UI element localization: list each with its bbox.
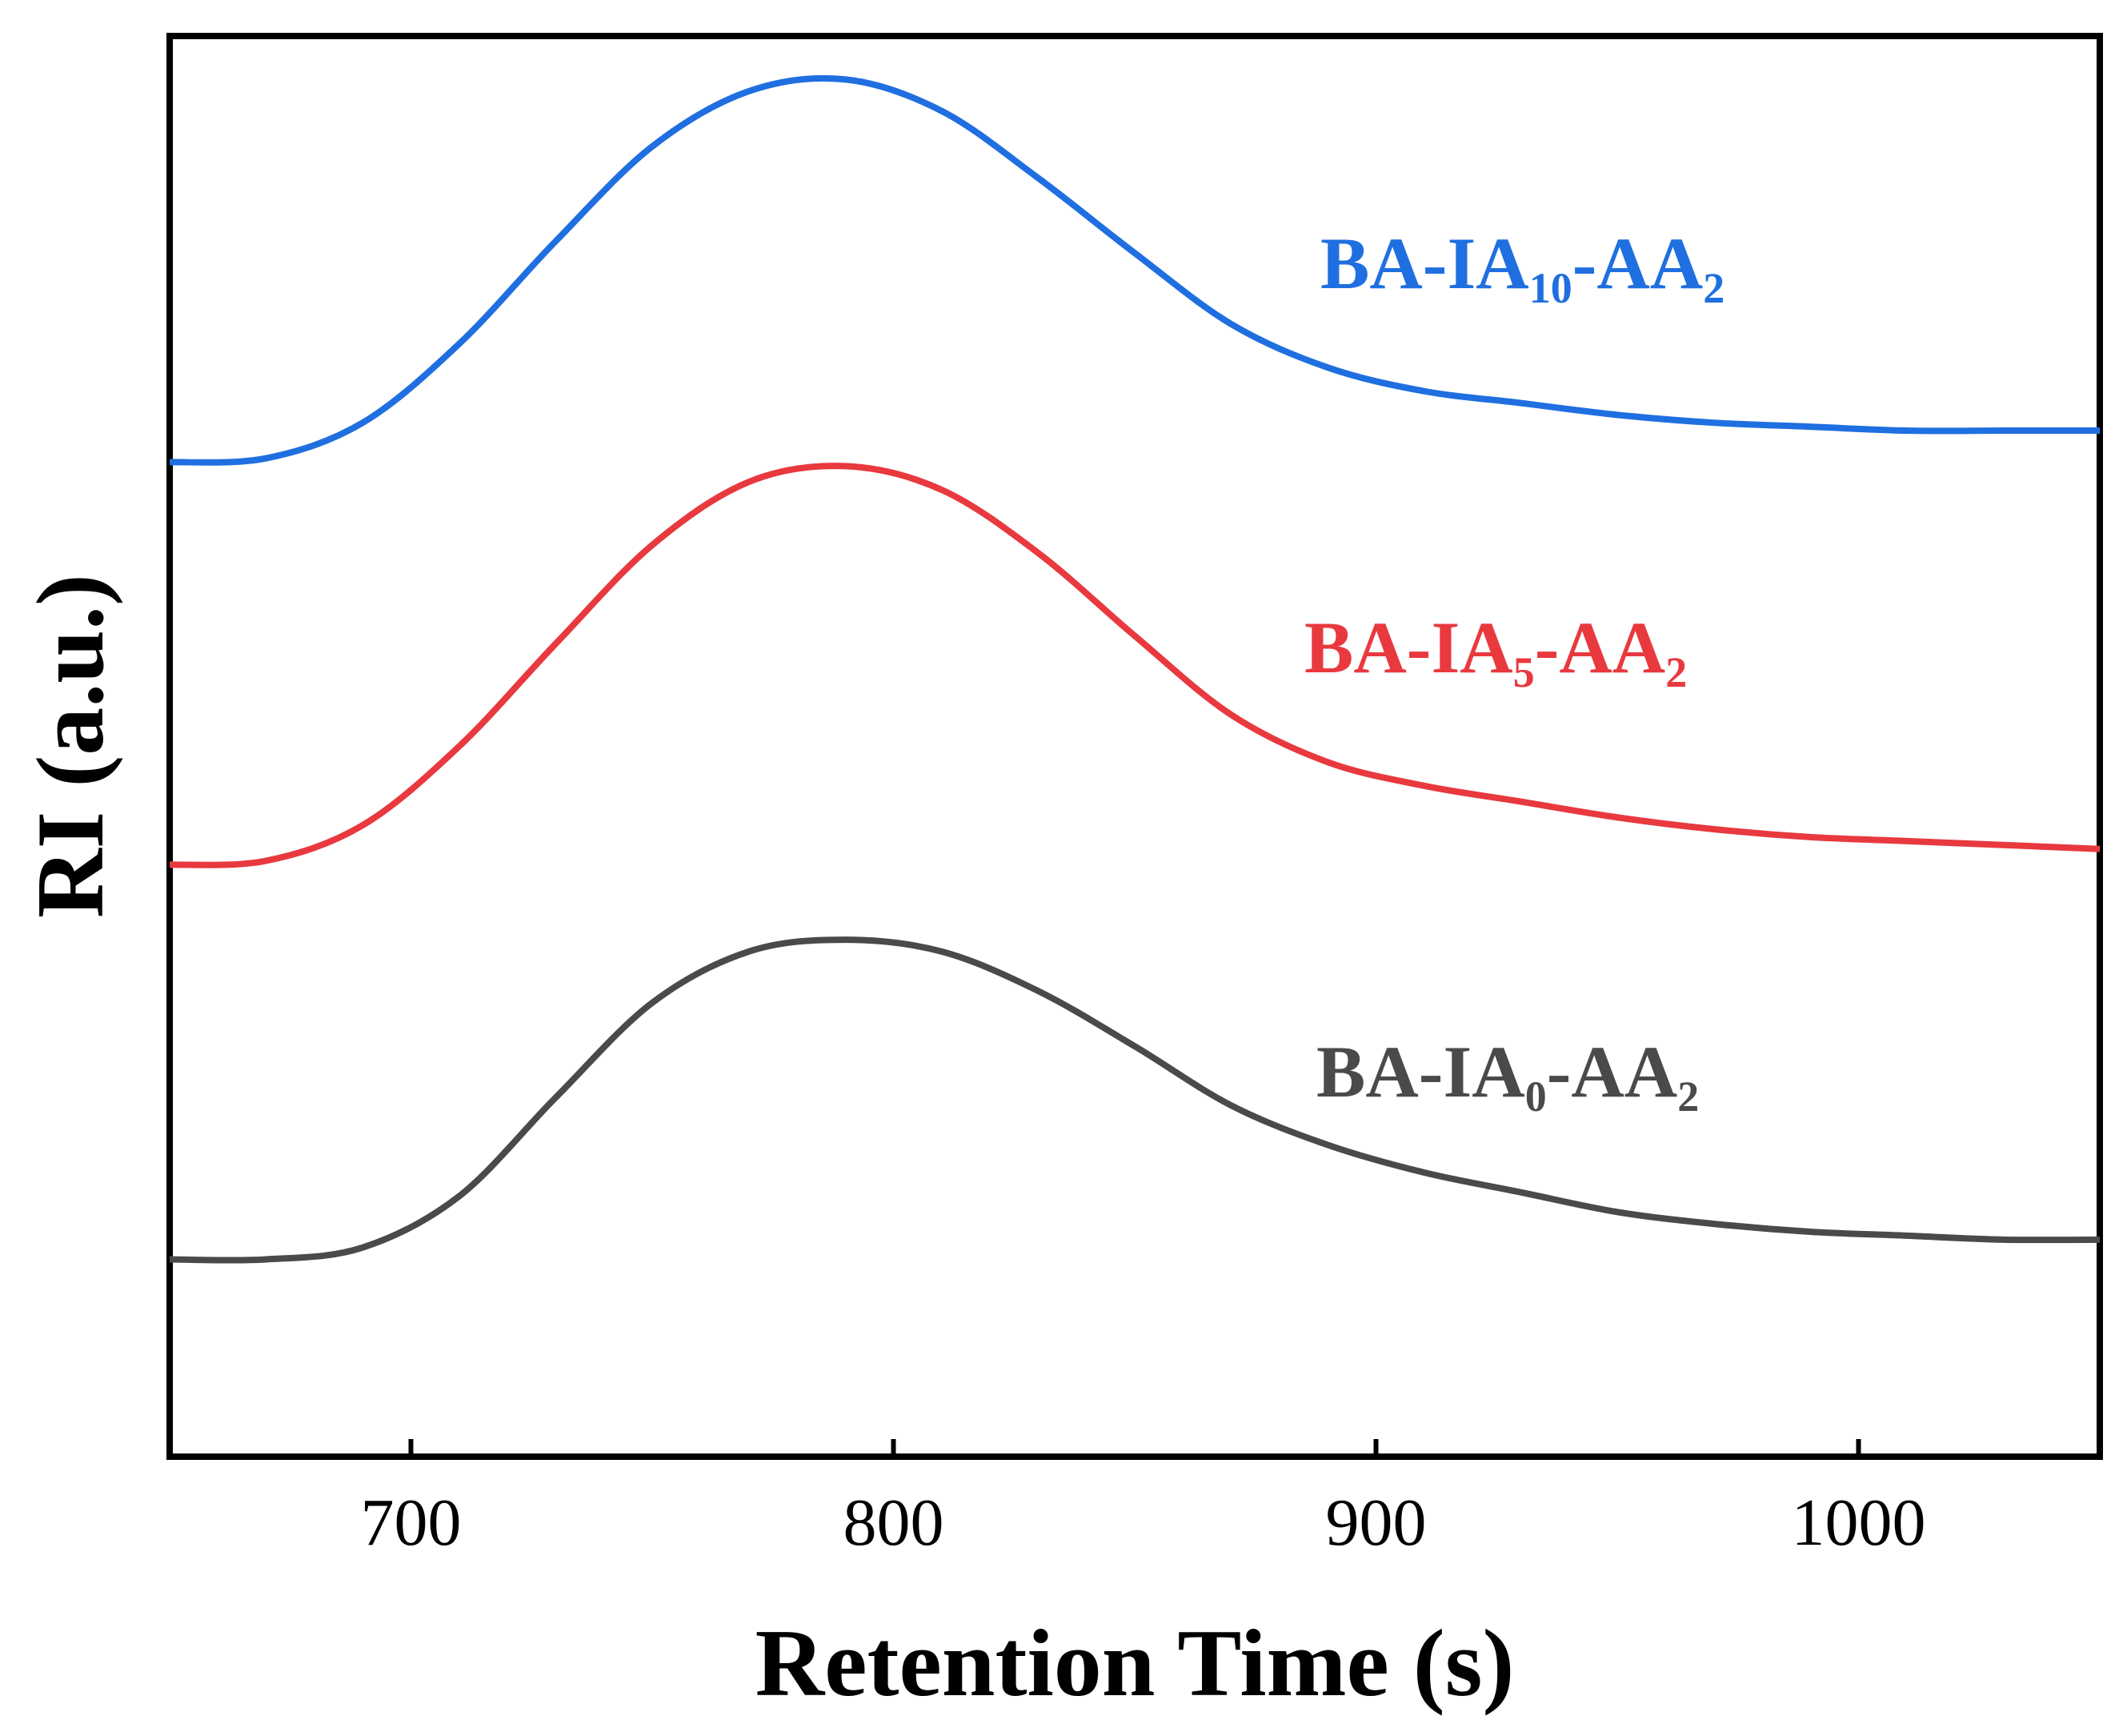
series-line-ia5 [170,463,2100,868]
x-tick-label: 1000 [1792,1485,1926,1560]
y-axis-title: RI (a.u.) [17,574,123,918]
x-axis-ticks: 700 800 900 1000 [361,1439,1926,1560]
plot-frame [166,33,2103,1460]
x-axis-title: Retention Time (s) [755,1610,1515,1716]
x-tick-label: 800 [843,1485,944,1560]
series-labels: BA-IA10-AA2 BA-IA5-AA2 BA-IA0-AA2 [1304,223,1724,1121]
series-layer [170,74,2100,1264]
series-line-ia0 [170,936,2100,1264]
series-label-ia10: BA-IA10-AA2 [1320,223,1724,312]
x-tick-label: 700 [361,1485,462,1560]
x-tick-label: 900 [1326,1485,1427,1560]
series-line-ia10 [170,74,2100,466]
series-label-ia0: BA-IA0-AA2 [1316,1031,1699,1121]
series-label-ia5: BA-IA5-AA2 [1304,607,1687,696]
